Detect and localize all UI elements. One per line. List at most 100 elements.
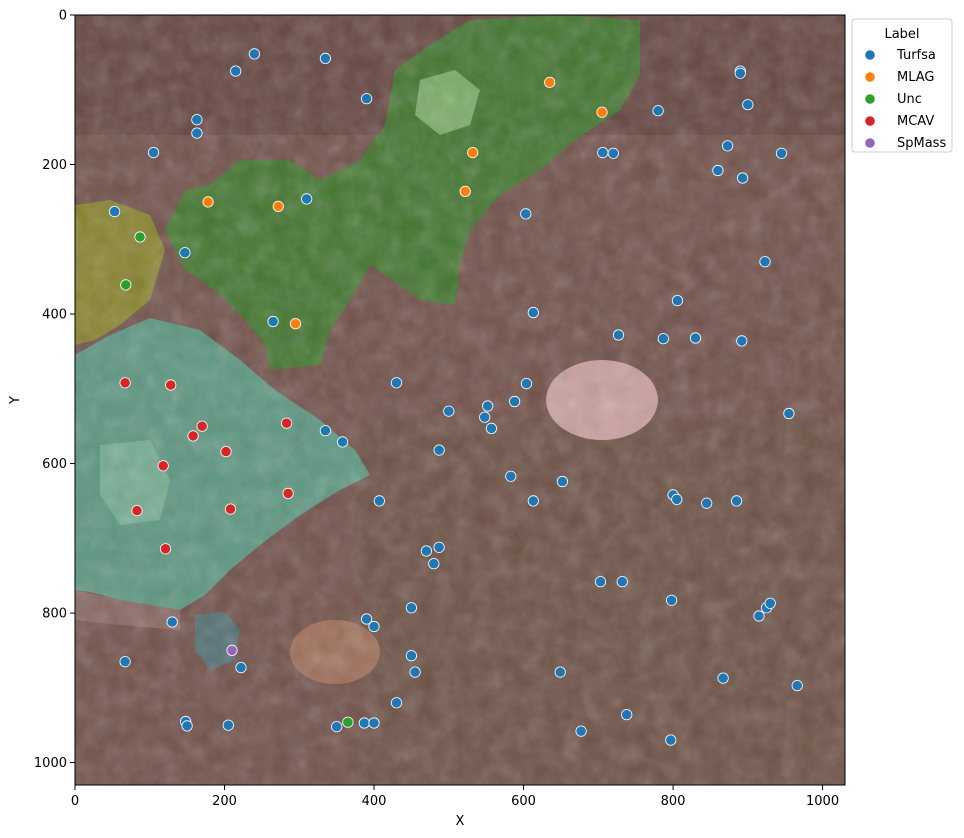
point-turfsa [527,306,539,319]
point-turfsa [594,576,607,588]
x-tick-label: 600 [511,794,536,809]
point-turfsa [336,436,349,448]
point-mcav [157,460,169,472]
point-turfsa [166,616,178,628]
point-turfsa [433,541,445,553]
legend-marker [864,93,876,105]
point-turfsa [368,717,380,729]
point-turfsa [783,407,795,420]
x-tick-label: 1000 [806,794,839,809]
point-mcav [196,420,208,432]
point-turfsa [191,127,203,139]
y-tick-label: 600 [42,457,67,472]
legend-marker [864,137,876,149]
legend-label: Unc [897,92,922,107]
point-turfsa [248,48,260,60]
point-turfsa [775,147,788,159]
point-turfsa [527,495,539,507]
point-mcav [159,543,172,555]
point-turfsa [607,147,619,159]
point-turfsa [701,497,713,509]
legend-label: MCAV [897,114,934,129]
point-turfsa [235,661,247,674]
plot-frame [74,14,846,786]
point-turfsa [331,721,343,733]
point-turfsa [736,335,748,347]
point-turfsa [520,377,533,390]
point-turfsa [612,329,625,341]
x-axis: 0 200 400 600 800 1000 [71,785,839,809]
point-turfsa [671,294,684,307]
point-turfsa [179,247,191,259]
x-axis-title: X [456,814,465,829]
series-turfsa [109,48,803,746]
point-turfsa [759,256,771,268]
x-tick-label: 400 [362,794,387,809]
point-turfsa [482,400,494,412]
point-turfsa [181,720,193,732]
y-axis: 0 200 400 600 800 1000 [34,9,75,771]
point-unc [342,716,354,728]
x-tick-label: 0 [71,794,79,809]
point-turfsa [791,679,803,692]
point-mcav [187,430,199,442]
point-turfsa [657,333,669,345]
legend-item-spmass: SpMass [864,136,946,151]
y-tick-label: 400 [42,308,67,323]
point-spmass [226,644,238,657]
series-mcav [119,377,294,555]
series-mlag [202,76,608,330]
point-turfsa [736,172,749,184]
y-tick-label: 0 [59,9,67,24]
point-turfsa [689,332,702,344]
point-unc [134,231,146,243]
point-turfsa [409,666,421,678]
point-mcav [224,503,237,515]
point-turfsa [479,411,491,423]
point-turfsa [671,493,683,505]
legend-label: SpMass [897,136,946,151]
point-turfsa [301,193,313,205]
legend-marker [864,115,876,127]
point-turfsa [717,672,729,684]
legend-item-mlag: MLAG [864,70,935,85]
point-mcav [131,504,143,517]
point-turfsa [428,558,440,570]
point-turfsa [712,164,724,177]
point-turfsa [390,697,403,709]
legend-item-unc: Unc [864,92,922,107]
point-unc [120,279,132,291]
point-turfsa [191,114,203,126]
point-turfsa [554,666,566,678]
point-turfsa [222,719,234,731]
point-turfsa [616,576,628,588]
point-turfsa [109,206,121,218]
points-layer [109,48,803,746]
point-turfsa [319,52,331,65]
point-turfsa [597,147,609,159]
point-turfsa [358,717,370,729]
y-axis-title: Y [8,396,23,405]
point-turfsa [147,147,160,159]
point-mcav [165,379,177,391]
point-mcav [280,417,293,429]
point-turfsa [405,650,417,662]
point-mlag [272,200,284,212]
y-tick-label: 200 [42,158,67,173]
y-tick-label: 800 [42,607,67,622]
point-turfsa [505,470,517,482]
point-turfsa [433,444,445,456]
legend-marker [864,49,876,61]
x-tick-label: 800 [661,794,686,809]
point-turfsa [230,65,242,77]
point-turfsa [520,208,532,220]
point-turfsa [368,620,380,633]
point-turfsa [390,377,403,389]
point-turfsa [665,594,678,606]
point-turfsa [734,67,746,79]
legend-item-turfsa: Turfsa [864,48,936,63]
legend-title: Label [884,27,919,42]
point-turfsa [665,734,677,746]
point-mlag [459,185,471,197]
